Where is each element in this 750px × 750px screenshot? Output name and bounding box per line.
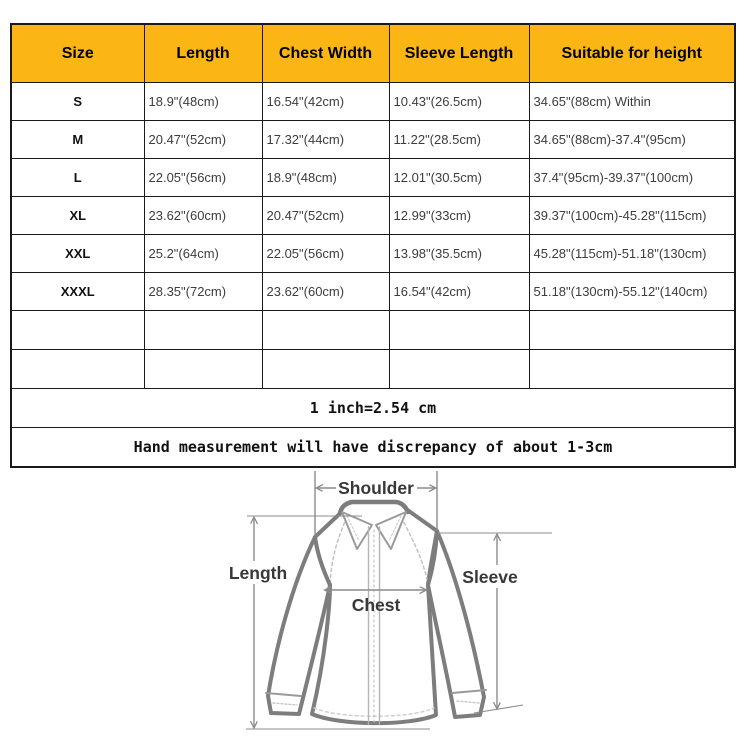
table-row-m: M 20.47"(52cm) 17.32"(44cm) 11.22"(28.5c… [10, 120, 736, 159]
cell-length: 25.2"(64cm) [143, 234, 263, 273]
table-row-xl: XL 23.62"(60cm) 20.47"(52cm) 12.99"(33cm… [10, 196, 736, 235]
empty-cell [10, 310, 145, 350]
cell-height: 39.37"(100cm)-45.28"(115cm) [528, 196, 736, 235]
shirt-figure [265, 499, 487, 726]
cell-sleeve: 11.22"(28.5cm) [388, 120, 530, 159]
cell-length: 23.62"(60cm) [143, 196, 263, 235]
length-label: Length [229, 563, 287, 583]
note-measurement-discrepancy: Hand measurement will have discrepancy o… [10, 427, 736, 468]
cell-size: XXL [10, 234, 145, 273]
shirt-measurement-diagram: Shoulder Length Sleeve Chest [226, 471, 552, 730]
cell-sleeve: 16.54"(42cm) [388, 272, 530, 311]
empty-cell [388, 310, 530, 350]
empty-cell [528, 310, 736, 350]
table-row-xxl: XXL 25.2"(64cm) 22.05"(56cm) 13.98"(35.5… [10, 234, 736, 273]
table-row-xxxl: XXXL 28.35"(72cm) 23.62"(60cm) 16.54"(42… [10, 272, 736, 311]
cell-size: L [10, 158, 145, 197]
empty-row [10, 349, 736, 389]
cell-chest: 18.9"(48cm) [261, 158, 390, 197]
empty-cell [261, 349, 390, 389]
empty-cell [143, 349, 263, 389]
table-row-l: L 22.05"(56cm) 18.9"(48cm) 12.01"(30.5cm… [10, 158, 736, 197]
header-size: Size [10, 23, 145, 83]
cell-height: 34.65"(88cm) Within [528, 82, 736, 121]
chest-label: Chest [352, 595, 401, 615]
header-chest: Chest Width [261, 23, 390, 83]
shirt-left-sleeve [266, 535, 332, 716]
table-row-s: S 18.9"(48cm) 16.54"(42cm) 10.43"(26.5cm… [10, 82, 736, 121]
note-row-inch: 1 inch=2.54 cm [10, 388, 736, 428]
empty-row [10, 310, 736, 350]
empty-cell [388, 349, 530, 389]
cell-size: XXXL [10, 272, 145, 311]
cell-sleeve: 10.43"(26.5cm) [388, 82, 530, 121]
cell-chest: 17.32"(44cm) [261, 120, 390, 159]
cell-chest: 16.54"(42cm) [261, 82, 390, 121]
cell-length: 22.05"(56cm) [143, 158, 263, 197]
cell-height: 37.4"(95cm)-39.37"(100cm) [528, 158, 736, 197]
note-row-discrepancy: Hand measurement will have discrepancy o… [10, 427, 736, 468]
shirt-right-sleeve [426, 529, 486, 719]
sleeve-label: Sleeve [462, 567, 518, 587]
cell-size: S [10, 82, 145, 121]
measurement-guides [246, 471, 552, 730]
empty-cell [261, 310, 390, 350]
shoulder-label: Shoulder [338, 478, 414, 498]
cell-height: 34.65"(88cm)-37.4"(95cm) [528, 120, 736, 159]
empty-cell [143, 310, 263, 350]
cell-sleeve: 12.01"(30.5cm) [388, 158, 530, 197]
size-chart-table: Size Length Chest Width Sleeve Length Su… [10, 23, 736, 468]
cell-height: 51.18"(130cm)-55.12"(140cm) [528, 272, 736, 311]
cell-chest: 22.05"(56cm) [261, 234, 390, 273]
cell-length: 18.9"(48cm) [143, 82, 263, 121]
cell-height: 45.28"(115cm)-51.18"(130cm) [528, 234, 736, 273]
header-height: Suitable for height [528, 23, 736, 83]
cell-chest: 23.62"(60cm) [261, 272, 390, 311]
header-sleeve: Sleeve Length [388, 23, 530, 83]
cell-size: M [10, 120, 145, 159]
cell-length: 28.35"(72cm) [143, 272, 263, 311]
cell-sleeve: 12.99"(33cm) [388, 196, 530, 235]
header-row: Size Length Chest Width Sleeve Length Su… [10, 23, 736, 83]
empty-cell [10, 349, 145, 389]
measurement-labels: Shoulder Length Sleeve Chest [226, 477, 521, 615]
shirt-collar-band [337, 499, 411, 516]
cell-sleeve: 13.98"(35.5cm) [388, 234, 530, 273]
note-inch-conversion: 1 inch=2.54 cm [10, 388, 736, 428]
cell-chest: 20.47"(52cm) [261, 196, 390, 235]
cell-size: XL [10, 196, 145, 235]
empty-cell [528, 349, 736, 389]
cell-length: 20.47"(52cm) [143, 120, 263, 159]
header-length: Length [143, 23, 263, 83]
